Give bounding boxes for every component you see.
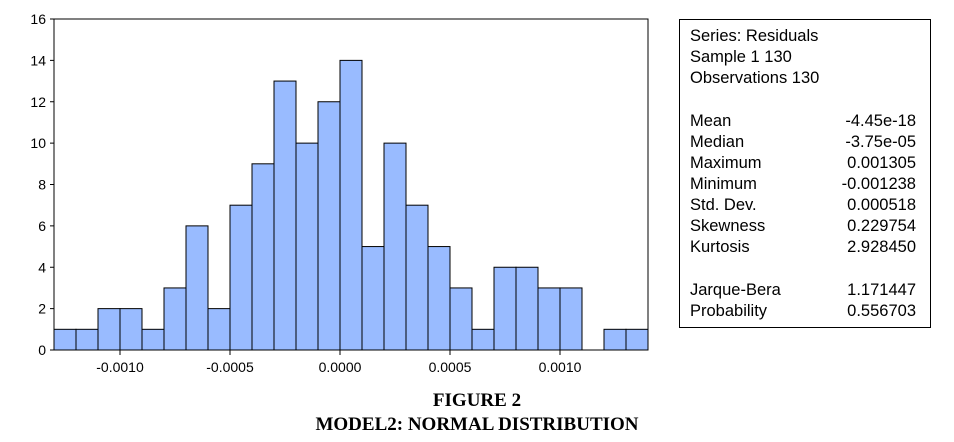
- histogram-chart: 0 2 4 6 8 10 12 14 16 -0.0010 -0.0005 0.0000 0.0005 0…: [30, 11, 649, 375]
- x-tick-label: -0.0005: [206, 359, 254, 375]
- sample-line: Sample 1 130: [690, 48, 792, 66]
- histogram-bar: [493, 266, 517, 351]
- stat-label: Kurtosis: [690, 238, 750, 256]
- x-tick-label: -0.0010: [96, 359, 144, 375]
- y-tick-label: 4: [38, 259, 46, 275]
- histogram-bar: [449, 287, 473, 351]
- histogram-bar: [75, 328, 99, 351]
- stat-value: 0.000518: [847, 196, 916, 214]
- stat-value: 0.001305: [847, 154, 916, 172]
- y-tick-label: 16: [30, 11, 46, 27]
- histogram-bar: [537, 287, 561, 351]
- histogram-bar: [361, 246, 385, 351]
- stat-label: Jarque-Bera: [690, 281, 781, 299]
- stat-label: Median: [690, 133, 745, 151]
- histogram-bar: [603, 328, 627, 351]
- stat-label: Std. Dev.: [690, 196, 757, 214]
- histogram-bar: [295, 142, 319, 351]
- histogram-bar: [383, 142, 407, 351]
- series-line: Series: Residuals: [690, 27, 819, 45]
- y-tick-label: 0: [38, 342, 46, 358]
- histogram-bar: [515, 266, 539, 351]
- stat-row-skewness: Skewness 0.229754: [690, 217, 916, 237]
- x-tick-label: 0.0010: [539, 359, 582, 375]
- histogram-bar: [97, 308, 121, 351]
- histogram-bar: [317, 101, 341, 351]
- histogram-bar: [141, 328, 165, 351]
- stat-label: Probability: [690, 302, 768, 320]
- histogram-bar: [251, 163, 275, 351]
- stat-value: 0.229754: [847, 217, 916, 235]
- stat-value: 2.928450: [847, 238, 916, 256]
- y-tick-label: 2: [38, 301, 46, 317]
- y-tick-label: 14: [30, 52, 46, 68]
- stat-value: -0.001238: [841, 175, 916, 193]
- bars-layer: [53, 59, 649, 351]
- stat-value: -4.45e-18: [845, 112, 916, 130]
- histogram-bar: [427, 246, 451, 351]
- stat-row-mean: Mean -4.45e-18: [690, 112, 916, 132]
- histogram-bar: [163, 287, 187, 351]
- histogram-bar: [471, 328, 495, 351]
- histogram-bar: [405, 204, 429, 351]
- histogram-bar: [53, 328, 77, 351]
- x-tick-label: 0.0000: [319, 359, 362, 375]
- stat-value: -3.75e-05: [845, 133, 916, 151]
- figure-number: FIGURE 2: [432, 390, 522, 411]
- stat-row-maximum: Maximum 0.001305: [690, 154, 916, 174]
- stat-row-std-dev: Std. Dev. 0.000518: [690, 196, 916, 216]
- y-tick-label: 12: [30, 94, 46, 110]
- histogram-bar: [229, 204, 253, 351]
- stat-label: Maximum: [690, 154, 762, 172]
- stat-value: 1.171447: [847, 281, 916, 299]
- observations-line: Observations 130: [690, 69, 820, 87]
- histogram-bar: [207, 308, 231, 351]
- figure-title: MODEL2: NORMAL DISTRIBUTION: [315, 414, 639, 435]
- y-tick-label: 8: [38, 177, 46, 193]
- statistics-panel: Series: Residuals Sample 1 130 Observati…: [679, 19, 931, 328]
- stat-label: Minimum: [690, 175, 757, 193]
- x-tick-label: 0.0005: [429, 359, 472, 375]
- y-tick-label: 6: [38, 218, 46, 234]
- stat-label: Mean: [690, 112, 732, 130]
- histogram-bar: [559, 287, 583, 351]
- stat-row-probability: Probability 0.556703: [690, 302, 916, 322]
- histogram-bar: [625, 328, 649, 351]
- stat-row-median: Median -3.75e-05: [690, 133, 916, 153]
- histogram-bar: [273, 80, 297, 351]
- histogram-bar: [119, 308, 143, 351]
- histogram-bar: [185, 225, 209, 351]
- axes-layer: 0 2 4 6 8 10 12 14 16 -0.0010 -0.0005 0.0000 0.0005 0…: [30, 11, 649, 375]
- y-tick-label: 10: [30, 135, 46, 151]
- stat-label: Skewness: [690, 217, 766, 235]
- stat-row-minimum: Minimum -0.001238: [690, 175, 916, 195]
- stat-value: 0.556703: [847, 302, 916, 320]
- stat-row-kurtosis: Kurtosis 2.928450: [690, 238, 916, 258]
- stat-row-jarque-bera: Jarque-Bera 1.171447: [690, 281, 916, 301]
- histogram-bar: [339, 59, 363, 351]
